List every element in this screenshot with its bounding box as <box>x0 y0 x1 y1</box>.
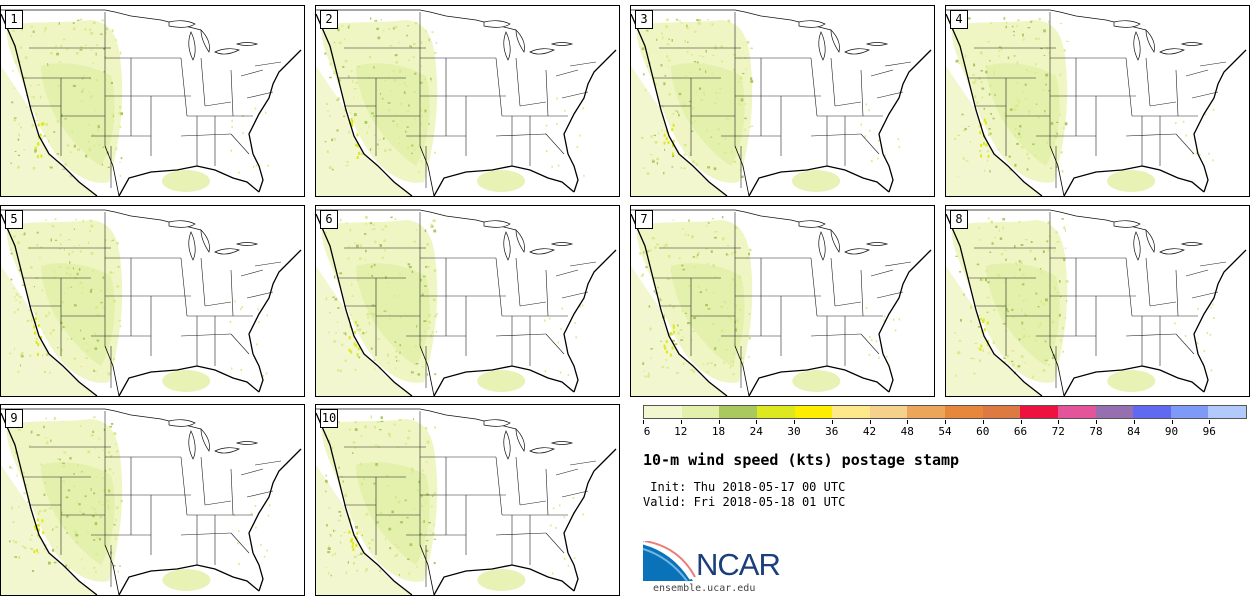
colorbar-tick-label: 12 <box>674 425 688 438</box>
member-label: 2 <box>320 10 338 29</box>
colorbar-tick <box>1171 420 1173 424</box>
colorbar-tick-label: 96 <box>1202 425 1216 438</box>
colorbar-tick <box>1096 420 1097 424</box>
wind-map <box>946 9 1247 196</box>
member-map-2[interactable]: 2 <box>315 5 620 197</box>
colorbar-tick-label: 78 <box>1089 425 1103 438</box>
wind-map <box>1 209 302 396</box>
colorbar-segment <box>1020 406 1058 418</box>
colorbar-segment <box>681 406 720 418</box>
colorbar-segment <box>794 406 833 418</box>
colorbar-tick-label: 90 <box>1164 425 1179 438</box>
site-url[interactable]: ensemble.ucar.edu <box>653 583 756 594</box>
wind-map <box>631 9 932 196</box>
member-map-6[interactable]: 6 <box>315 205 620 397</box>
member-map-8[interactable]: 8 <box>945 205 1250 397</box>
wind-map <box>316 9 617 196</box>
member-map-5[interactable]: 5 <box>0 205 305 397</box>
logo-text: NCAR <box>696 547 781 582</box>
colorbar-tick-label: 24 <box>749 425 763 438</box>
member-label: 1 <box>5 10 23 29</box>
colorbar-tick <box>1209 420 1211 424</box>
member-label: 3 <box>635 10 653 29</box>
member-label: 9 <box>5 409 23 428</box>
wind-map <box>631 209 932 396</box>
colorbar-tick <box>718 420 720 424</box>
colorbar-tick <box>982 420 984 424</box>
colorbar-segment <box>832 406 870 418</box>
wind-map <box>1 408 302 595</box>
member-map-4[interactable]: 4 <box>945 5 1250 197</box>
colorbar-tick <box>907 420 909 424</box>
colorbar-segment <box>756 406 795 418</box>
member-map-1[interactable]: 1 <box>0 5 305 197</box>
colorbar-tick-label: 6 <box>643 425 651 438</box>
member-label: 4 <box>950 10 968 29</box>
init-time: Init: Thu 2018-05-17 00 UTC <box>643 480 846 494</box>
colorbar-ticks: 6 12 18 24 30 36 42 48 54 60 66 72 78 84 90 96 <box>643 420 1247 440</box>
member-map-3[interactable]: 3 <box>630 5 935 197</box>
wind-map <box>946 209 1247 396</box>
colorbar-tick-label: 30 <box>787 425 801 438</box>
member-label: 10 <box>320 409 338 428</box>
colorbar-tick <box>869 420 871 424</box>
colorbar-segment <box>982 406 1021 418</box>
colorbar-tick-label: 42 <box>862 425 877 438</box>
colorbar-tick-label: 54 <box>938 425 952 438</box>
colorbar-segment <box>1208 406 1246 418</box>
colorbar-tick <box>643 420 644 424</box>
colorbar-tick <box>756 420 758 424</box>
colorbar-tick <box>831 420 833 424</box>
colorbar-tick <box>794 420 795 424</box>
colorbar-segment <box>907 406 945 418</box>
wind-map <box>316 209 617 396</box>
product-title: 10-m wind speed (kts) postage stamp <box>643 451 960 469</box>
colorbar-tick <box>1020 420 1022 424</box>
colorbar-tick <box>945 420 946 424</box>
valid-time: Valid: Fri 2018-05-18 01 UTC <box>643 495 846 509</box>
colorbar-segment <box>869 406 908 418</box>
member-map-10[interactable]: 10 <box>315 404 620 596</box>
member-map-7[interactable]: 7 <box>630 205 935 397</box>
colorbar <box>643 405 1247 419</box>
colorbar-tick-label: 84 <box>1127 425 1141 438</box>
colorbar-tick <box>680 420 682 424</box>
colorbar-tick-label: 18 <box>711 425 726 438</box>
colorbar-tick-label: 48 <box>900 425 914 438</box>
colorbar-segment <box>945 406 983 418</box>
colorbar-tick-label: 66 <box>1013 425 1028 438</box>
colorbar-segment <box>1095 406 1134 418</box>
colorbar-segment <box>644 406 682 418</box>
colorbar-segment <box>1170 406 1209 418</box>
colorbar-segment <box>1133 406 1171 418</box>
member-label: 7 <box>635 210 653 229</box>
colorbar-segment <box>1057 406 1096 418</box>
ncar-logo-icon <box>643 541 696 582</box>
colorbar-tick <box>1058 420 1060 424</box>
colorbar-segment <box>719 406 757 418</box>
colorbar-tick-label: 60 <box>976 425 990 438</box>
colorbar-tick <box>1133 420 1135 424</box>
wind-map <box>316 408 617 595</box>
member-label: 5 <box>5 210 23 229</box>
colorbar-tick-label: 36 <box>825 425 839 438</box>
wind-map <box>1 9 302 196</box>
member-label: 6 <box>320 210 338 229</box>
member-map-9[interactable]: 9 <box>0 404 305 596</box>
colorbar-tick-label: 72 <box>1051 425 1065 438</box>
member-label: 8 <box>950 210 968 229</box>
